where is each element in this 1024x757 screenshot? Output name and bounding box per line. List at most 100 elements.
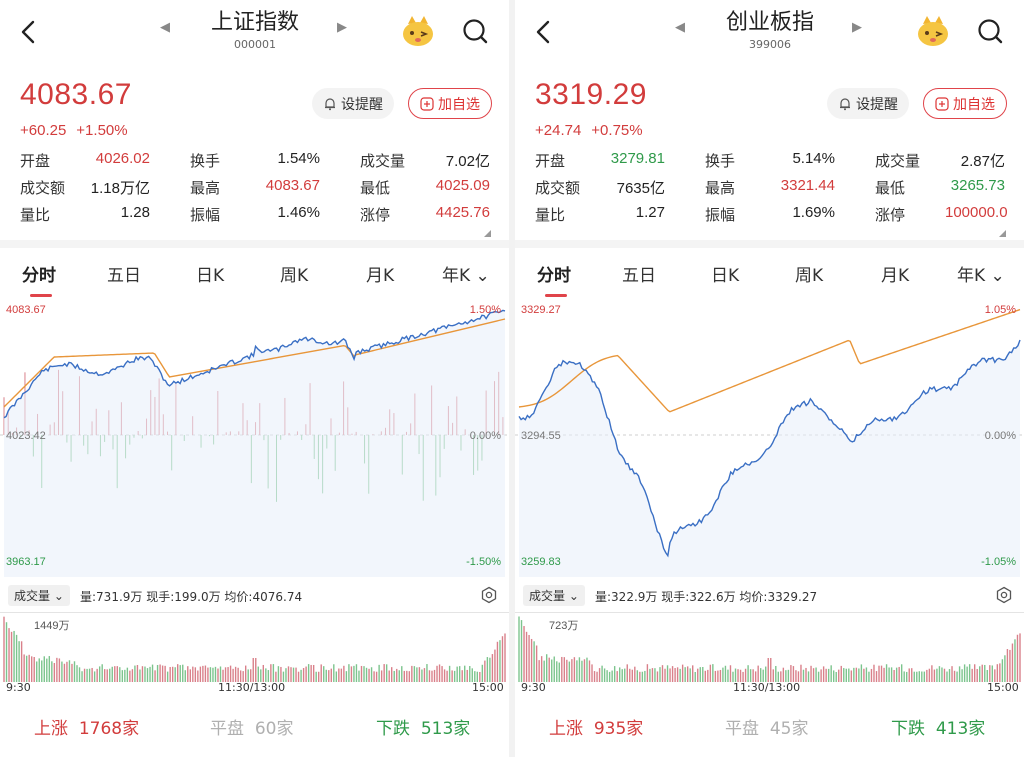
intraday-chart[interactable]: 3329.27 1.05% 3294.55 0.00% 3259.83 -1.05% xyxy=(515,297,1024,577)
advancers: 上涨 1768家 xyxy=(34,719,140,739)
tab-3[interactable]: 周K xyxy=(795,266,824,286)
tab-3[interactable]: 周K xyxy=(280,266,309,286)
volume-chart: 1449万 xyxy=(0,612,509,682)
stat-value: 1.69% xyxy=(792,204,835,221)
indicator-select[interactable]: 成交量 ⌄ xyxy=(8,585,70,606)
svg-text:723万: 723万 xyxy=(549,620,578,632)
stat-value: 7635亿 xyxy=(616,180,665,197)
index-code: 399006 xyxy=(749,38,791,51)
stat-value: 1.27 xyxy=(635,204,665,221)
top-bar: ◀ 创业板指 399006 ▶ xyxy=(515,0,1024,62)
tab-5[interactable]: 年K ⌄ xyxy=(442,266,490,286)
add-watchlist-label: 加自选 xyxy=(953,96,995,113)
svg-text:4083.67: 4083.67 xyxy=(6,304,46,316)
period-tabs: 分时 五日 日K 周K 月K 年K ⌄ xyxy=(515,256,1024,297)
decliners: 下跌 513家 xyxy=(376,719,471,739)
prev-index-arrow-icon[interactable]: ◀ xyxy=(160,20,170,35)
time-close: 15:00 xyxy=(472,681,504,694)
intraday-chart[interactable]: 4083.67 1.50% 4023.42 0.00% 3963.17 -1.50% xyxy=(0,297,509,577)
index-title: 上证指数 xyxy=(210,10,299,35)
stat-value: 3321.44 xyxy=(780,177,835,194)
stat-label: 成交量 xyxy=(875,152,921,170)
back-arrow-icon[interactable] xyxy=(14,14,42,50)
stat-value: 1.18万亿 xyxy=(90,180,150,197)
tab-0[interactable]: 分时 xyxy=(537,266,571,286)
stats-row: 开盘 3279.81 换手 5.14% 成交量 2.87亿 xyxy=(535,150,1005,177)
stat-label: 开盘 xyxy=(20,152,51,170)
time-axis: 9:30 11:30/13:00 15:00 xyxy=(515,681,1024,697)
svg-text:-1.50%: -1.50% xyxy=(466,556,501,568)
stat-value: 4026.02 xyxy=(95,150,150,167)
svg-text:1449万: 1449万 xyxy=(34,620,69,632)
stat-label: 成交额 xyxy=(535,179,581,197)
time-midday: 11:30/13:00 xyxy=(733,681,801,694)
tab-1[interactable]: 五日 xyxy=(107,266,141,286)
stat-value: 5.14% xyxy=(792,150,835,167)
expand-corner-icon[interactable] xyxy=(484,230,491,237)
tab-2[interactable]: 日K xyxy=(711,266,740,286)
svg-text:3963.17: 3963.17 xyxy=(6,556,46,568)
tab-1[interactable]: 五日 xyxy=(622,266,656,286)
plus-box-icon xyxy=(420,96,434,111)
period-tabs: 分时 五日 日K 周K 月K 年K ⌄ xyxy=(0,256,509,297)
next-index-arrow-icon[interactable]: ▶ xyxy=(337,20,347,35)
tab-4[interactable]: 月K xyxy=(366,266,395,286)
back-arrow-icon[interactable] xyxy=(529,14,557,50)
tab-5[interactable]: 年K ⌄ xyxy=(957,266,1005,286)
stats-row: 量比 1.27 振幅 1.69% 涨停 100000.0 xyxy=(535,204,1008,231)
add-watchlist-button[interactable]: 加自选 xyxy=(408,88,492,119)
stat-label: 开盘 xyxy=(535,152,566,170)
mascot-icon[interactable] xyxy=(915,14,951,48)
settings-hex-icon[interactable] xyxy=(480,586,498,604)
bell-icon xyxy=(325,97,335,110)
time-axis: 9:30 11:30/13:00 15:00 xyxy=(0,681,509,697)
indicator-select[interactable]: 成交量 ⌄ xyxy=(523,585,585,606)
price-change: +24.74 +0.75% xyxy=(535,122,653,139)
stat-label: 量比 xyxy=(535,206,566,224)
stat-value: 3265.73 xyxy=(950,177,1005,194)
index-title: 创业板指 xyxy=(725,10,814,35)
stats-row: 量比 1.28 振幅 1.46% 涨停 4425.76 xyxy=(20,204,490,231)
top-bar: ◀ 上证指数 000001 ▶ xyxy=(0,0,509,62)
volume-info: 量:731.9万 现手:199.0万 均价:4076.74 xyxy=(80,590,303,604)
time-open: 9:30 xyxy=(521,681,546,694)
tab-0[interactable]: 分时 xyxy=(22,266,56,286)
set-alert-button[interactable]: 设提醒 xyxy=(312,88,394,119)
prev-index-arrow-icon[interactable]: ◀ xyxy=(675,20,685,35)
mascot-icon[interactable] xyxy=(400,14,436,48)
stat-label: 振幅 xyxy=(190,206,221,224)
settings-hex-icon[interactable] xyxy=(995,586,1013,604)
tab-2[interactable]: 日K xyxy=(196,266,225,286)
set-alert-button[interactable]: 设提醒 xyxy=(827,88,909,119)
svg-text:-1.05%: -1.05% xyxy=(981,556,1016,568)
section-separator xyxy=(0,240,509,248)
active-tab-underline xyxy=(30,294,52,297)
add-watchlist-button[interactable]: 加自选 xyxy=(923,88,1007,119)
plus-box-icon xyxy=(935,96,949,111)
current-price: 3319.29 xyxy=(535,78,647,111)
panel-divider xyxy=(509,0,515,757)
volume-bar: 成交量 ⌄ 量:322.9万 现手:322.6万 均价:3329.27 xyxy=(515,581,1024,609)
tab-4[interactable]: 月K xyxy=(881,266,910,286)
search-icon[interactable] xyxy=(975,16,1005,46)
time-close: 15:00 xyxy=(987,681,1019,694)
volume-bar: 成交量 ⌄ 量:731.9万 现手:199.0万 均价:4076.74 xyxy=(0,581,509,609)
expand-corner-icon[interactable] xyxy=(999,230,1006,237)
stat-value: 1.46% xyxy=(277,204,320,221)
svg-text:1.50%: 1.50% xyxy=(470,304,501,316)
svg-text:0.00%: 0.00% xyxy=(470,430,501,442)
set-alert-label: 设提醒 xyxy=(341,96,383,113)
stat-value: 4083.67 xyxy=(265,177,320,194)
stat-label: 换手 xyxy=(705,152,736,170)
indicator-label: 成交量 xyxy=(14,589,51,603)
decliners: 下跌 413家 xyxy=(891,719,986,739)
search-icon[interactable] xyxy=(460,16,490,46)
stat-label: 最低 xyxy=(875,179,906,197)
change-percent: +0.75% xyxy=(591,122,643,139)
quote-stats: 开盘 3279.81 换手 5.14% 成交量 2.87亿 成交额 7635亿 最高 3321.4… xyxy=(535,150,1008,231)
next-index-arrow-icon[interactable]: ▶ xyxy=(852,20,862,35)
svg-text:3259.83: 3259.83 xyxy=(521,556,561,568)
set-alert-label: 设提醒 xyxy=(856,96,898,113)
market-breadth: 上涨 1768家 平盘 60家 下跌 513家 xyxy=(0,710,509,744)
stat-label: 涨停 xyxy=(875,206,906,224)
